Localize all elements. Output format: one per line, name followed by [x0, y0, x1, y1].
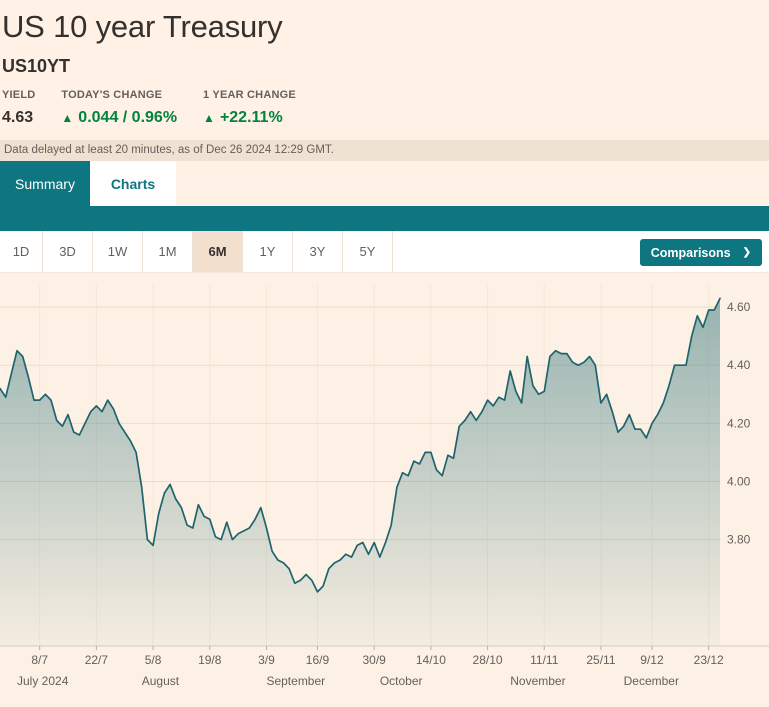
stat-one-year-change: 1 YEAR CHANGE ▲ +22.11% — [203, 89, 296, 128]
x-tick-label: 14/10 — [416, 653, 446, 667]
one-year-change-value-row: ▲ +22.11% — [203, 108, 296, 128]
ticker-symbol: US10YT — [2, 56, 71, 76]
range-6m-button[interactable]: 6M — [193, 231, 243, 272]
tab-bar: Summary Charts — [0, 161, 769, 207]
x-tick-label: 25/11 — [586, 653, 615, 667]
x-tick-label: 8/7 — [31, 653, 48, 667]
yield-area-fill — [0, 298, 720, 646]
tab-summary[interactable]: Summary — [0, 161, 90, 207]
subnav-band — [0, 206, 769, 232]
one-year-change-label: 1 YEAR CHANGE — [203, 89, 296, 101]
comparisons-button[interactable]: Comparisons ❯ — [639, 239, 762, 267]
todays-change-value: 0.044 / 0.96% — [78, 109, 178, 126]
range-1w-button[interactable]: 1W — [93, 231, 143, 272]
x-tick-label: 30/9 — [362, 653, 386, 667]
yield-line — [0, 297, 721, 593]
month-label: September — [266, 674, 325, 688]
x-tick-label: 11/11 — [530, 653, 559, 667]
range-3y-button[interactable]: 3Y — [293, 231, 343, 272]
y-tick-label: 4.40 — [727, 358, 751, 372]
range-toolbar: 1D 3D 1W 1M 6M 1Y 3Y 5Y Comparisons ❯ — [0, 231, 769, 273]
quote-header: US 10 year Treasury US10YT YIELD 4.63 TO… — [0, 0, 769, 128]
comparisons-label: Comparisons — [650, 245, 731, 260]
data-delay-note: Data delayed at least 20 minutes, as of … — [0, 140, 769, 161]
chart-area[interactable]: 4.60 4.40 4.20 4.00 3.80 8/7 22/7 5/8 19/8 3/9 16/… — [0, 273, 769, 707]
x-axis: 8/7 22/7 5/8 19/8 3/9 16/9 30/9 14/10 28/10 11/11… — [0, 645, 769, 688]
y-tick-label: 4.60 — [727, 300, 751, 314]
month-label: November — [510, 674, 565, 688]
range-1d-button[interactable]: 1D — [0, 231, 43, 272]
up-arrow-icon: ▲ — [203, 111, 215, 125]
y-tick-label: 3.80 — [727, 533, 751, 547]
x-tick-label: 9/12 — [640, 653, 664, 667]
yield-label: YIELD — [2, 89, 36, 101]
range-1y-button[interactable]: 1Y — [243, 231, 293, 272]
month-label: August — [142, 674, 180, 688]
y-tick-label: 4.20 — [727, 416, 751, 430]
stat-todays-change: TODAY'S CHANGE ▲ 0.044 / 0.96% — [61, 89, 177, 128]
yield-chart-svg[interactable]: 4.60 4.40 4.20 4.00 3.80 8/7 22/7 5/8 19/8 3/9 16/… — [0, 273, 769, 702]
x-tick-label: 28/10 — [473, 653, 503, 667]
up-arrow-icon: ▲ — [61, 111, 74, 125]
month-label: December — [624, 674, 679, 688]
month-label: October — [380, 674, 423, 688]
x-tick-label: 3/9 — [258, 653, 275, 667]
x-tick-label: 22/7 — [85, 653, 109, 667]
yield-value: 4.63 — [2, 109, 34, 126]
stat-yield: YIELD 4.63 — [2, 89, 35, 128]
x-tick-label: 23/12 — [694, 653, 724, 667]
x-tick-label: 19/8 — [198, 653, 222, 667]
x-tick-label: 16/9 — [306, 653, 330, 667]
stats-row: YIELD 4.63 TODAY'S CHANGE ▲ 0.044 / 0.96%… — [2, 89, 761, 128]
todays-change-label: TODAY'S CHANGE — [61, 89, 163, 101]
range-3d-button[interactable]: 3D — [43, 231, 93, 272]
range-1m-button[interactable]: 1M — [143, 231, 193, 272]
y-tick-label: 4.00 — [727, 474, 751, 488]
page-title: US 10 year Treasury — [2, 9, 283, 44]
x-tick-label: 5/8 — [145, 653, 162, 667]
tab-charts[interactable]: Charts — [90, 161, 176, 207]
chevron-right-icon: ❯ — [742, 247, 751, 259]
one-year-change-value: +22.11% — [219, 109, 283, 126]
range-5y-button[interactable]: 5Y — [343, 231, 393, 272]
todays-change-value-row: ▲ 0.044 / 0.96% — [61, 108, 177, 128]
month-label: July 2024 — [17, 674, 69, 688]
